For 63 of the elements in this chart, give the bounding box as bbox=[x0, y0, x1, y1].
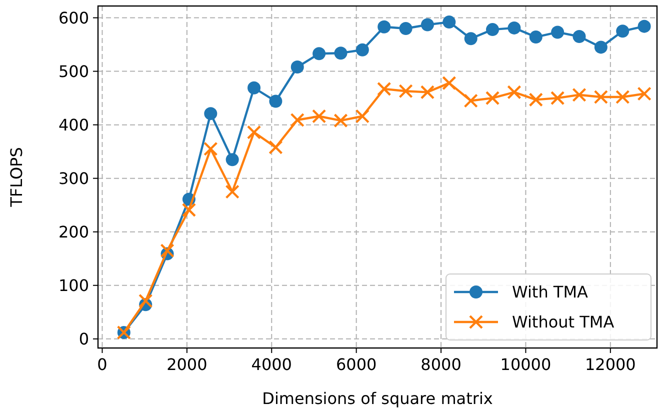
point bbox=[572, 88, 586, 102]
point bbox=[508, 21, 521, 34]
point bbox=[269, 94, 282, 108]
x-axis-title: Dimensions of square matrix bbox=[262, 389, 493, 408]
legend-label: With TMA bbox=[512, 282, 588, 302]
x-tick-label: 6000 bbox=[336, 355, 377, 374]
point bbox=[442, 76, 456, 90]
y-tick-label: 0 bbox=[78, 330, 89, 348]
x-tick-label: 10000 bbox=[500, 355, 552, 374]
point bbox=[420, 85, 435, 100]
point bbox=[464, 94, 478, 108]
point bbox=[637, 86, 652, 101]
point bbox=[572, 30, 586, 44]
point bbox=[356, 43, 369, 56]
point bbox=[334, 46, 348, 60]
point bbox=[528, 92, 543, 107]
x-tick-label: 8000 bbox=[420, 355, 462, 374]
point bbox=[268, 140, 283, 154]
y-tick-label: 200 bbox=[58, 222, 89, 242]
y-axis-title: TFLOPS bbox=[7, 147, 26, 208]
point bbox=[355, 109, 370, 124]
point bbox=[616, 24, 630, 38]
point bbox=[486, 23, 500, 36]
point bbox=[616, 90, 630, 104]
point bbox=[290, 60, 304, 74]
point bbox=[464, 32, 478, 46]
y-tick-label: 600 bbox=[58, 8, 89, 28]
point bbox=[334, 113, 348, 128]
point bbox=[138, 294, 153, 308]
point bbox=[290, 112, 304, 128]
x-tick-label: 4000 bbox=[251, 355, 292, 374]
y-tick-label: 100 bbox=[58, 276, 89, 295]
point bbox=[248, 81, 261, 94]
point bbox=[485, 90, 500, 106]
point bbox=[594, 90, 608, 104]
y-tick-label: 300 bbox=[58, 168, 89, 188]
point bbox=[551, 26, 564, 39]
point bbox=[420, 18, 434, 32]
point bbox=[226, 153, 239, 166]
point bbox=[225, 184, 240, 199]
point bbox=[204, 142, 218, 156]
point bbox=[442, 16, 456, 29]
x-tick-label: 12000 bbox=[584, 355, 636, 374]
x-tick-label: 2000 bbox=[166, 355, 208, 374]
point bbox=[204, 107, 218, 120]
point bbox=[160, 243, 174, 258]
point bbox=[378, 20, 391, 34]
point bbox=[399, 22, 412, 35]
point bbox=[638, 20, 651, 33]
point bbox=[507, 85, 522, 100]
point bbox=[550, 90, 565, 106]
point bbox=[594, 40, 608, 54]
point bbox=[377, 82, 392, 96]
legend-label: Without TMA bbox=[512, 312, 614, 332]
y-tick-label: 400 bbox=[58, 115, 89, 134]
point bbox=[312, 47, 326, 60]
point bbox=[182, 202, 196, 218]
point bbox=[529, 30, 542, 44]
point bbox=[398, 84, 413, 98]
point bbox=[246, 125, 262, 140]
y-tick-label: 500 bbox=[58, 62, 89, 81]
x-tick-label: 0 bbox=[97, 355, 108, 374]
point bbox=[312, 109, 326, 124]
